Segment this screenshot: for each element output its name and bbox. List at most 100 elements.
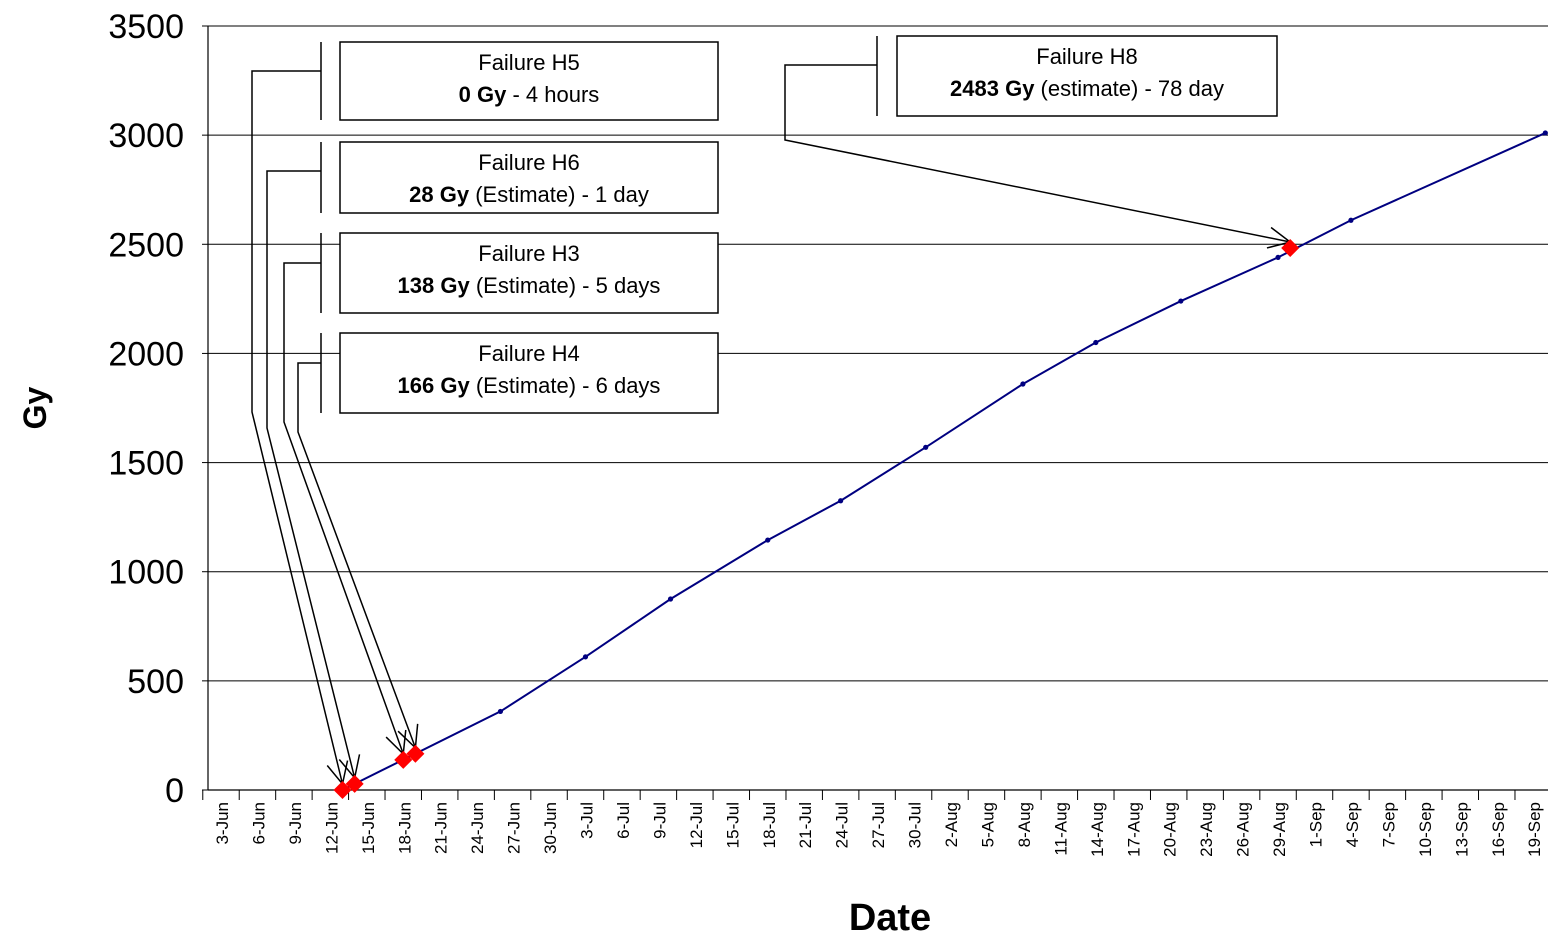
callout-dose: 0 Gy: [459, 82, 507, 107]
callout-note: (Estimate) - 6 days: [470, 373, 661, 398]
failure-annotations: Failure H5 0 Gy - 4 hours Failure H6 28 Gy …: [251, 35, 1292, 786]
data-point: [838, 498, 844, 504]
callout-note: (Estimate) - 1 day: [469, 182, 649, 207]
x-tick-label: 12-Jul: [687, 802, 706, 848]
data-point: [1348, 217, 1354, 223]
y-tick-label: 2000: [108, 335, 184, 373]
failure-marker: [406, 744, 425, 763]
callout-detail: 166 Gy (Estimate) - 6 days: [398, 373, 661, 398]
x-tick-label: 20-Aug: [1161, 802, 1180, 857]
x-tick-label: 17-Aug: [1124, 802, 1143, 857]
data-point: [1275, 254, 1281, 260]
y-tick-label: 500: [127, 663, 184, 701]
callout-detail: 0 Gy - 4 hours: [459, 82, 600, 107]
y-tick-label: 2500: [108, 226, 184, 264]
callout-leader: [251, 70, 344, 785]
failure-markers: [333, 238, 1300, 799]
failure-callout-h5: Failure H5 0 Gy - 4 hours: [251, 41, 719, 786]
series-line: [342, 132, 1546, 791]
x-tick-label: 9-Jul: [650, 802, 669, 839]
data-point: [497, 708, 504, 715]
x-tick-label: 12-Jun: [322, 802, 341, 854]
data-point: [1178, 298, 1184, 304]
x-tick-label: 14-Aug: [1088, 802, 1107, 857]
data-point: [923, 444, 929, 450]
callout-note: (estimate) - 78 day: [1034, 76, 1224, 101]
callout-note: - 4 hours: [506, 82, 599, 107]
callout-leader: [266, 170, 356, 779]
callout-detail: 138 Gy (Estimate) - 5 days: [398, 273, 661, 298]
callout-title: Failure H6: [478, 150, 579, 175]
x-tick-labels: 3-Jun 6-Jun 9-Jun 12-Jun 15-Jun 18-Jun 21-Jun 2…: [213, 802, 1544, 857]
callout-detail: 2483 Gy (estimate) - 78 day: [950, 76, 1224, 101]
y-tick-label: 1500: [108, 445, 184, 483]
x-tick-label: 23-Aug: [1197, 802, 1216, 857]
callout-box: [339, 141, 719, 214]
x-tick-label: 9-Jun: [286, 802, 305, 845]
x-tick-label: 11-Aug: [1051, 802, 1070, 856]
x-tick-label: 3-Jul: [578, 802, 597, 839]
callout-title: Failure H4: [478, 341, 579, 366]
callout-note: (Estimate) - 5 days: [470, 273, 661, 298]
callout-dose: 28 Gy: [409, 182, 470, 207]
x-tick-label: 21-Jul: [796, 802, 815, 848]
callout-detail: 28 Gy (Estimate) - 1 day: [409, 182, 649, 207]
failure-marker: [345, 774, 364, 793]
callout-dose: 138 Gy: [398, 273, 471, 298]
x-tick-label: 5-Aug: [978, 802, 997, 847]
failure-callout-h3: Failure H3 138 Gy (Estimate) - 5 days: [283, 232, 719, 756]
x-axis-label: Date: [849, 897, 931, 936]
x-tick-label: 8-Aug: [1015, 802, 1034, 847]
y-tick-label: 0: [165, 772, 184, 810]
callout-box: [896, 35, 1278, 117]
callout-dose: 2483 Gy: [950, 76, 1035, 101]
x-tick-label: 18-Jul: [760, 802, 779, 848]
failure-callout-h6: Failure H6 28 Gy (Estimate) - 1 day: [266, 141, 719, 780]
data-point: [667, 596, 674, 602]
x-tick-label: 18-Jun: [395, 802, 414, 854]
x-tick-label: 15-Jun: [359, 802, 378, 854]
x-tick-label: 6-Jul: [614, 802, 633, 839]
callout-box: [339, 232, 719, 314]
series-lines: [339, 130, 1548, 793]
x-tick-label: 15-Jul: [723, 802, 742, 848]
callout-title: Failure H3: [478, 241, 579, 266]
y-axis-label: Gy: [17, 386, 53, 429]
x-tick-label: 27-Jul: [869, 802, 888, 848]
x-tick-label: 21-Jun: [432, 802, 451, 854]
failure-marker: [1281, 238, 1300, 257]
x-tick-label: 2-Aug: [942, 802, 961, 847]
callout-leader: [297, 362, 417, 749]
x-tick-label: 19-Sep: [1525, 802, 1544, 857]
data-point: [1020, 381, 1026, 387]
y-tick-label: 3500: [108, 8, 184, 46]
x-tick-label: 30-Jul: [906, 802, 925, 848]
callout-title: Failure H5: [478, 50, 579, 75]
x-tick-label: 29-Aug: [1270, 802, 1289, 857]
callout-title: Failure H8: [1036, 44, 1137, 69]
x-tick-label: 3-Jun: [213, 802, 232, 845]
x-tick-label: 26-Aug: [1234, 802, 1253, 857]
y-tick-label: 3000: [108, 117, 184, 155]
failure-marker: [394, 750, 413, 769]
x-tick-label: 4-Sep: [1343, 802, 1362, 847]
x-tick-label: 24-Jul: [833, 802, 852, 848]
x-tick-label: 13-Sep: [1452, 802, 1471, 857]
x-tick-label: 16-Sep: [1489, 802, 1508, 857]
data-point: [1093, 339, 1099, 346]
data-point: [765, 537, 771, 543]
data-point: [1542, 130, 1548, 136]
y-tick-label: 1000: [108, 554, 184, 592]
callout-leader: [283, 262, 404, 755]
callout-leader: [784, 64, 1291, 243]
x-tick-label: 27-Jun: [505, 802, 524, 854]
axes: [202, 25, 1548, 800]
data-point: [582, 654, 589, 660]
failure-marker: [333, 781, 352, 799]
x-tick-label: 24-Jun: [468, 802, 487, 854]
y-tick-labels: 0 500 1000 1500 2000 2500 3000 3500: [108, 8, 184, 810]
x-tick-label: 6-Jun: [249, 802, 268, 845]
